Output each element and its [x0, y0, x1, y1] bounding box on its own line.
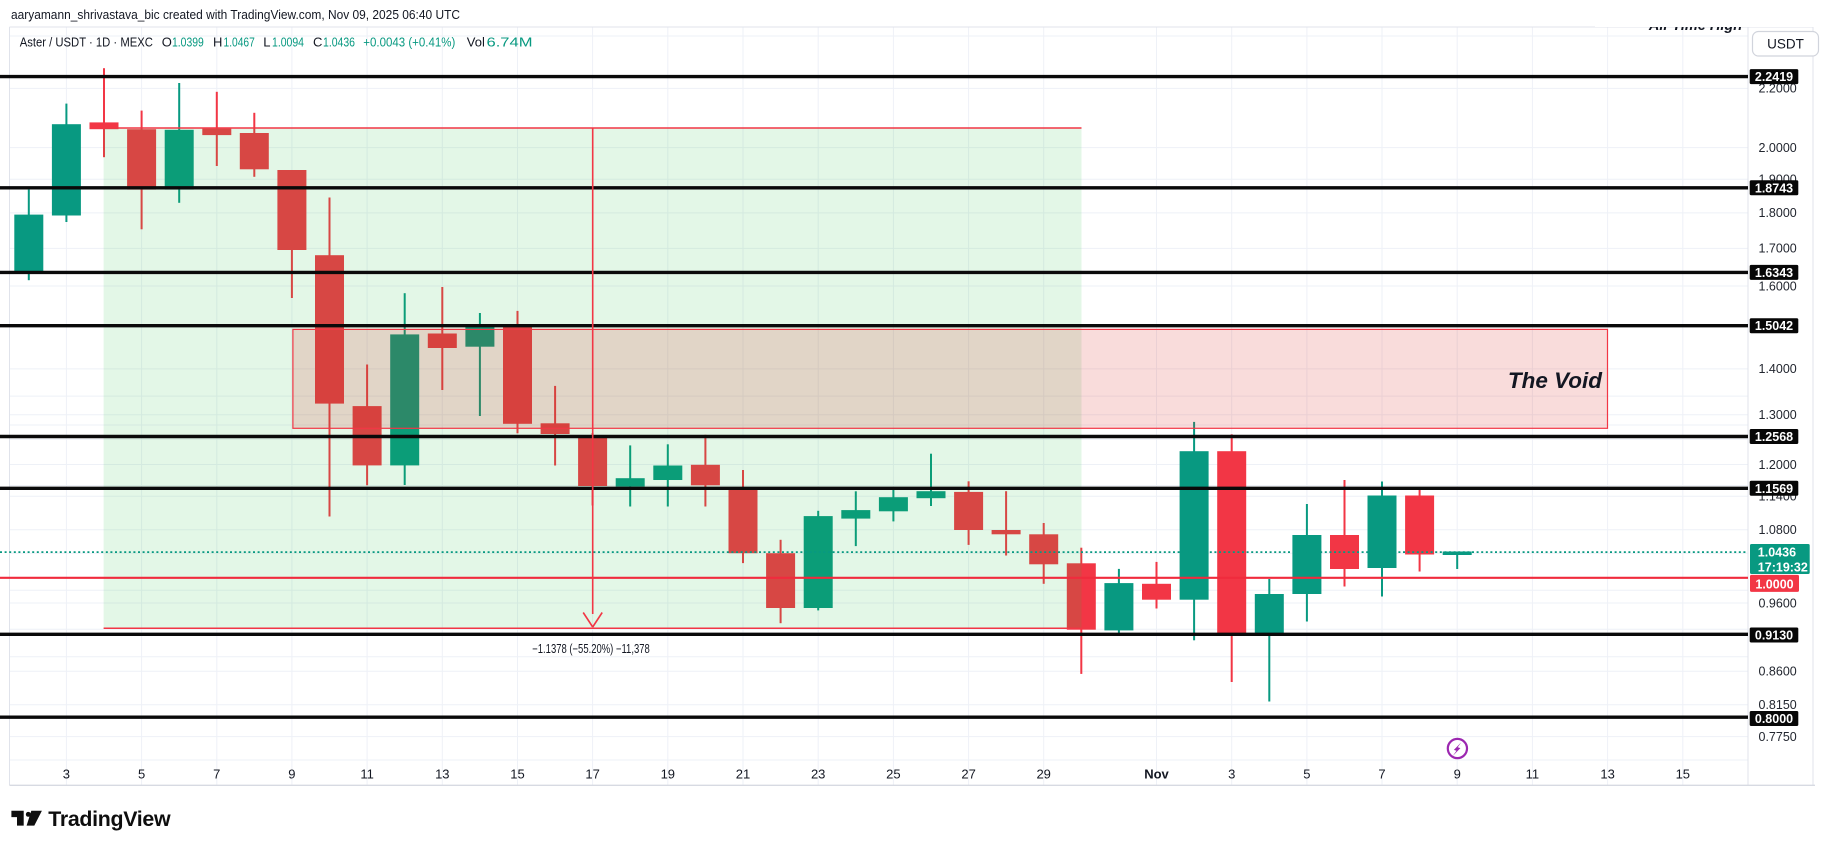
svg-text:7: 7	[213, 767, 220, 782]
svg-text:Nov: Nov	[1144, 767, 1169, 782]
svg-text:0.9600: 0.9600	[1759, 596, 1797, 610]
svg-text:1.0000: 1.0000	[1755, 577, 1793, 591]
svg-text:29: 29	[1036, 767, 1050, 782]
svg-text:0.8000: 0.8000	[1755, 712, 1793, 726]
svg-text:5: 5	[138, 767, 145, 782]
svg-text:3: 3	[63, 767, 70, 782]
svg-text:17: 17	[585, 767, 599, 782]
svg-text:2.2419: 2.2419	[1755, 70, 1793, 84]
svg-text:USDT: USDT	[1767, 37, 1804, 52]
svg-text:1.6343: 1.6343	[1755, 266, 1793, 280]
svg-text:9: 9	[1454, 767, 1461, 782]
svg-text:1.5042: 1.5042	[1755, 319, 1793, 333]
svg-text:1.0399: 1.0399	[172, 35, 204, 50]
svg-text:0.8600: 0.8600	[1759, 665, 1797, 679]
svg-text:15: 15	[1676, 767, 1690, 782]
svg-text:13: 13	[435, 767, 449, 782]
svg-text:1.1569: 1.1569	[1755, 482, 1793, 496]
svg-text:23: 23	[811, 767, 825, 782]
svg-text:TradingView: TradingView	[48, 808, 171, 831]
svg-text:3: 3	[1228, 767, 1235, 782]
svg-text:1.2000: 1.2000	[1759, 458, 1797, 472]
svg-text:11: 11	[1526, 767, 1540, 782]
svg-text:13: 13	[1600, 767, 1614, 782]
svg-text:25: 25	[886, 767, 900, 782]
svg-text:1.3000: 1.3000	[1759, 408, 1797, 422]
svg-text:27: 27	[961, 767, 975, 782]
svg-text:2.0000: 2.0000	[1759, 141, 1797, 155]
svg-text:1.0436: 1.0436	[323, 35, 355, 50]
svg-text:Aster / USDT · 1D · MEXC: Aster / USDT · 1D · MEXC	[20, 35, 153, 50]
svg-text:O: O	[162, 35, 172, 50]
svg-text:5: 5	[1303, 767, 1310, 782]
svg-text:1.0800: 1.0800	[1759, 523, 1797, 537]
svg-text:Vol: Vol	[467, 35, 485, 50]
svg-text:1.0467: 1.0467	[224, 35, 255, 50]
svg-text:17:19:32: 17:19:32	[1758, 560, 1808, 574]
svg-text:−1.1378 (−55.20%) −11,378: −1.1378 (−55.20%) −11,378	[532, 642, 650, 656]
svg-text:L: L	[263, 35, 270, 50]
svg-text:1.7000: 1.7000	[1759, 242, 1797, 256]
svg-text:C: C	[313, 35, 322, 50]
svg-text:7: 7	[1378, 767, 1385, 782]
svg-text:0.9130: 0.9130	[1755, 629, 1793, 643]
svg-text:1.8000: 1.8000	[1759, 206, 1797, 220]
svg-text:The Void: The Void	[1508, 368, 1603, 393]
svg-text:2.2000: 2.2000	[1759, 82, 1797, 96]
svg-text:1.6000: 1.6000	[1759, 279, 1797, 293]
svg-text:1.4000: 1.4000	[1759, 362, 1797, 376]
svg-text:+0.0043 (+0.41%): +0.0043 (+0.41%)	[363, 35, 455, 50]
svg-text:6.74M: 6.74M	[487, 35, 533, 50]
svg-text:aaryamann_shrivastava_bic crea: aaryamann_shrivastava_bic created with T…	[11, 7, 460, 22]
svg-text:21: 21	[736, 767, 750, 782]
svg-text:1.2568: 1.2568	[1755, 430, 1793, 444]
svg-text:11: 11	[360, 767, 374, 782]
svg-text:1.8743: 1.8743	[1755, 181, 1793, 195]
svg-text:0.7750: 0.7750	[1759, 730, 1797, 744]
svg-text:15: 15	[510, 767, 524, 782]
svg-text:H: H	[213, 35, 222, 50]
svg-text:0.8150: 0.8150	[1759, 698, 1797, 712]
svg-text:9: 9	[288, 767, 295, 782]
svg-text:1.0436: 1.0436	[1758, 545, 1796, 559]
svg-text:1.0094: 1.0094	[272, 35, 304, 50]
svg-text:19: 19	[661, 767, 675, 782]
